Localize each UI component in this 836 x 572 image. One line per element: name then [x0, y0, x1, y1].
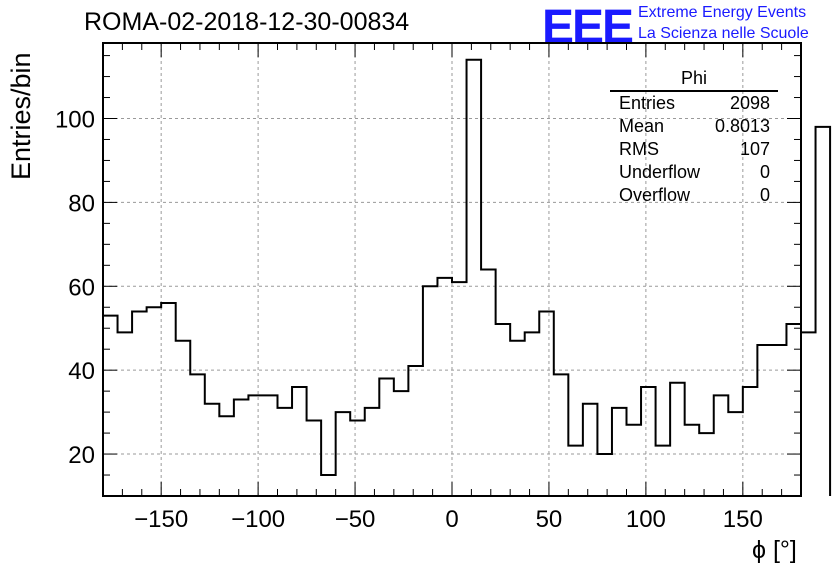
- x-axis-label: ϕ [°]: [752, 536, 797, 564]
- y-axis-label: Entries/bin: [6, 52, 36, 180]
- x-tick-label: −50: [335, 506, 376, 533]
- stats-row-overflow: Overflow 0: [610, 184, 778, 207]
- x-tick-label: 150: [723, 506, 763, 533]
- stats-row-rms: RMS 107: [610, 138, 778, 161]
- stats-label: Entries: [619, 93, 676, 113]
- stats-label: RMS: [619, 139, 659, 159]
- x-tick-label: −150: [134, 506, 188, 533]
- stats-value: 0: [759, 162, 770, 182]
- stats-title: Phi: [610, 66, 778, 92]
- x-tick-label: 100: [626, 506, 666, 533]
- x-tick-label: 50: [536, 506, 563, 533]
- logo-subtitle-1: Extreme Energy Events: [638, 4, 807, 21]
- x-tick-label: 0: [445, 506, 458, 533]
- stats-label: Mean: [619, 116, 665, 136]
- stats-label: Overflow: [619, 185, 691, 205]
- chart-title: ROMA-02-2018-12-30-00834: [84, 8, 410, 36]
- axis-ticks: [102, 43, 802, 496]
- grid-lines: [103, 43, 801, 496]
- stats-row-entries: Entries 2098: [610, 92, 778, 115]
- y-tick-label: 20: [68, 442, 95, 469]
- y-tick-label: 40: [68, 358, 95, 385]
- stats-value: 107: [739, 139, 770, 159]
- logo-subtitle-2: La Scienza nelle Scuole: [638, 25, 809, 42]
- stats-box: Phi Entries 2098 Mean 0.8013 RMS 107 Und…: [610, 66, 778, 207]
- stats-value: 0.8013: [714, 116, 770, 136]
- stats-value: 0: [759, 185, 770, 205]
- stats-row-mean: Mean 0.8013: [610, 115, 778, 138]
- x-tick-label: −100: [231, 506, 285, 533]
- axis-tick-labels: −150 −100 −50 0 50 100 150 20 40 60 80 100: [55, 107, 763, 534]
- y-tick-label: 100: [55, 107, 95, 134]
- stats-value: 2098: [729, 93, 770, 113]
- histogram-line: [103, 58, 832, 496]
- y-tick-label: 80: [68, 190, 95, 217]
- y-tick-label: 60: [68, 274, 95, 301]
- stats-row-underflow: Underflow 0: [610, 161, 778, 184]
- stats-label: Underflow: [619, 162, 701, 182]
